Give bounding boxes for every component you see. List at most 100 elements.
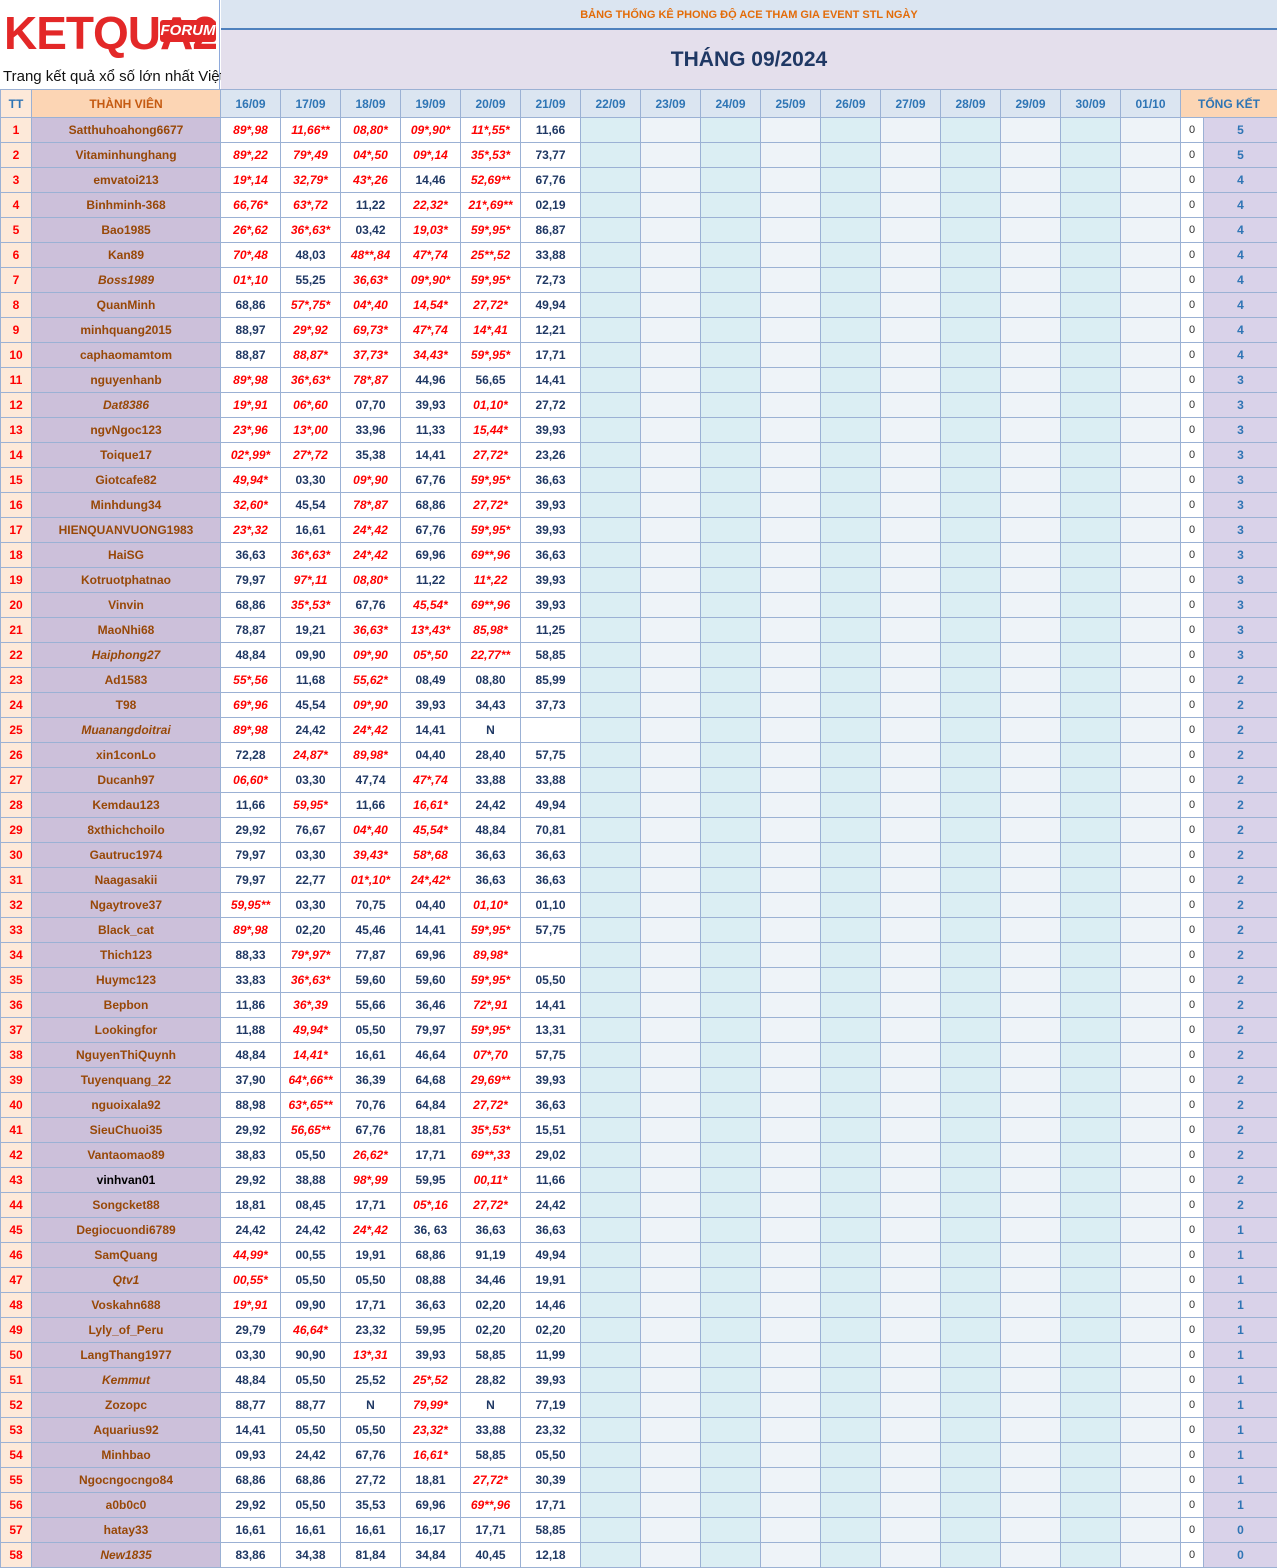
empty-cell [581, 1293, 641, 1318]
empty-cell [881, 943, 941, 968]
member-name: Vinvin [32, 593, 221, 618]
row-number: 2 [1, 143, 32, 168]
empty-cell [941, 743, 1001, 768]
empty-cell [701, 1518, 761, 1543]
empty-cell [581, 768, 641, 793]
empty-cell [761, 1368, 821, 1393]
site-logo[interactable]: KETQUA2 FORUM Trang kết quả xổ số lớn nh… [0, 0, 220, 89]
empty-cell [1121, 543, 1181, 568]
row-number: 25 [1, 718, 32, 743]
empty-cell [701, 1493, 761, 1518]
row-number: 20 [1, 593, 32, 618]
empty-cell [1121, 443, 1181, 468]
empty-cell [641, 393, 701, 418]
row-number: 3 [1, 168, 32, 193]
empty-cell [941, 843, 1001, 868]
row-number: 39 [1, 1068, 32, 1093]
empty-cell [641, 1443, 701, 1468]
empty-cell [941, 1043, 1001, 1068]
zero-cell: 0 [1181, 1193, 1204, 1218]
empty-cell [1001, 118, 1061, 143]
result-cell: 56,65** [281, 1118, 341, 1143]
empty-cell [941, 1293, 1001, 1318]
total-cell: 3 [1204, 568, 1277, 593]
member-name: Ad1583 [32, 668, 221, 693]
total-cell: 0 [1204, 1543, 1277, 1568]
total-cell: 1 [1204, 1293, 1277, 1318]
result-cell: 69,96 [401, 1493, 461, 1518]
month-title: THÁNG 09/2024 [221, 30, 1277, 89]
empty-cell [1001, 318, 1061, 343]
empty-cell [1121, 943, 1181, 968]
result-cell: 05,50 [281, 1493, 341, 1518]
empty-cell [761, 818, 821, 843]
empty-cell [881, 368, 941, 393]
total-cell: 1 [1204, 1368, 1277, 1393]
empty-cell [881, 668, 941, 693]
result-cell: 28,40 [461, 743, 521, 768]
empty-cell [941, 1268, 1001, 1293]
empty-cell [581, 1143, 641, 1168]
row-number: 23 [1, 668, 32, 693]
result-cell: 59,95 [401, 1168, 461, 1193]
result-cell: 37,90 [221, 1068, 281, 1093]
result-cell: 33,88 [461, 1418, 521, 1443]
empty-cell [1001, 468, 1061, 493]
result-cell: 25**,52 [461, 243, 521, 268]
member-name: Minhdung34 [32, 493, 221, 518]
result-cell: 11,99 [521, 1343, 581, 1368]
empty-cell [1061, 193, 1121, 218]
zero-cell: 0 [1181, 743, 1204, 768]
result-cell: 11,22 [401, 568, 461, 593]
zero-cell: 0 [1181, 243, 1204, 268]
row-number: 58 [1, 1543, 32, 1568]
empty-cell [881, 1268, 941, 1293]
empty-cell [581, 518, 641, 543]
empty-cell [941, 793, 1001, 818]
result-cell: 64*,66** [281, 1068, 341, 1093]
header-date: 28/09 [941, 90, 1001, 118]
member-name: Huymc123 [32, 968, 221, 993]
empty-cell [581, 1468, 641, 1493]
empty-cell [1121, 1268, 1181, 1293]
result-cell: 29,92 [221, 818, 281, 843]
empty-cell [581, 1043, 641, 1068]
result-cell: 81,84 [341, 1543, 401, 1568]
result-cell: 55,25 [281, 268, 341, 293]
empty-cell [1001, 1043, 1061, 1068]
total-cell: 5 [1204, 118, 1277, 143]
total-cell: 2 [1204, 993, 1277, 1018]
empty-cell [1061, 1443, 1121, 1468]
zero-cell: 0 [1181, 418, 1204, 443]
total-cell: 3 [1204, 443, 1277, 468]
empty-cell [1121, 1418, 1181, 1443]
empty-cell [1001, 1218, 1061, 1243]
empty-cell [701, 1368, 761, 1393]
empty-cell [1001, 143, 1061, 168]
empty-cell [641, 1393, 701, 1418]
total-cell: 2 [1204, 868, 1277, 893]
header-date: 22/09 [581, 90, 641, 118]
empty-cell [701, 518, 761, 543]
empty-cell [1121, 493, 1181, 518]
result-cell: 01,10* [461, 893, 521, 918]
result-cell: 19*,91 [221, 1293, 281, 1318]
member-name: LangThang1977 [32, 1343, 221, 1368]
zero-cell: 0 [1181, 768, 1204, 793]
result-cell: 88,87 [221, 343, 281, 368]
empty-cell [941, 218, 1001, 243]
result-cell: 05,50 [341, 1268, 401, 1293]
result-cell: 72,73 [521, 268, 581, 293]
empty-cell [941, 643, 1001, 668]
empty-cell [1001, 1168, 1061, 1193]
member-name: minhquang2015 [32, 318, 221, 343]
empty-cell [941, 468, 1001, 493]
empty-cell [1121, 1368, 1181, 1393]
result-cell: 34,38 [281, 1543, 341, 1568]
member-name: Gautruc1974 [32, 843, 221, 868]
